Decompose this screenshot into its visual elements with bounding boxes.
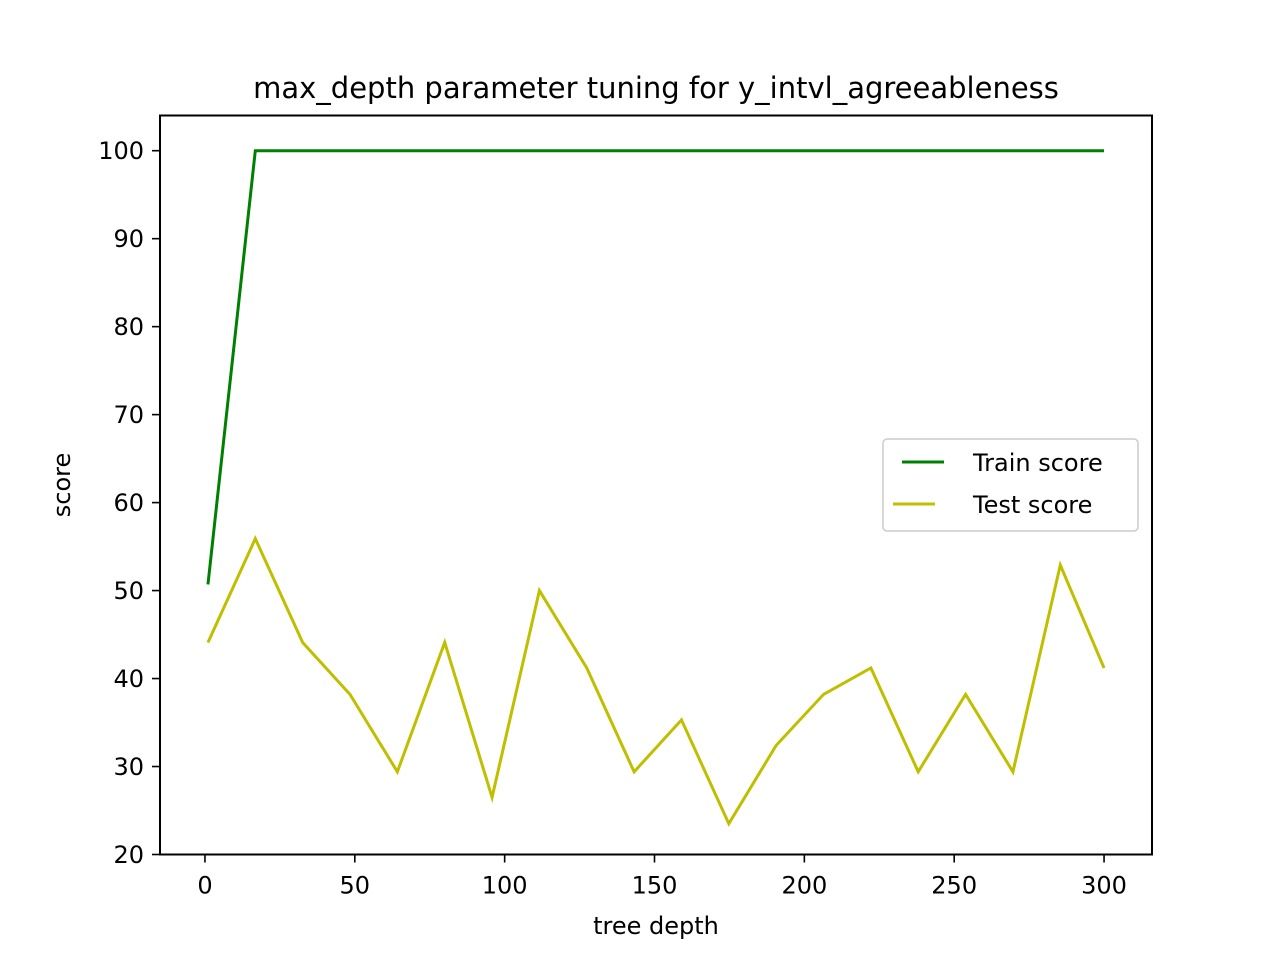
y-tick-label: 70 [113, 401, 144, 429]
series-line-test-score [206, 535, 1106, 827]
x-tick-label: 100 [482, 872, 528, 900]
y-tick-label: 30 [113, 753, 144, 781]
y-tick-label: 20 [113, 841, 144, 869]
legend-frame [882, 438, 1139, 532]
y-axis-label: score [48, 453, 76, 518]
y-tick-label: 50 [113, 577, 144, 605]
x-tick-label: 300 [1081, 872, 1127, 900]
y-tick-label: 40 [113, 665, 144, 693]
x-tick-label: 50 [340, 872, 371, 900]
legend-label-train-score: Train score [972, 449, 1103, 477]
legend: Train score Test score [882, 438, 1139, 532]
legend-label-test-score: Test score [972, 491, 1092, 519]
y-tick-label: 90 [113, 225, 144, 253]
x-axis-label: tree depth [593, 912, 719, 940]
chart-title: max_depth parameter tuning for y_intvl_a… [253, 71, 1059, 105]
y-tick-label: 60 [113, 489, 144, 517]
x-axis-ticks: 0 50 100 150 200 250 300 [197, 854, 1127, 900]
y-axis-ticks: 20 30 40 50 60 70 80 90 100 [98, 137, 160, 869]
series-line-train-score [206, 149, 1105, 585]
x-tick-label: 250 [931, 872, 977, 900]
y-tick-label: 100 [98, 137, 144, 165]
series-layer [206, 149, 1106, 827]
x-tick-label: 200 [781, 872, 827, 900]
y-tick-label: 80 [113, 313, 144, 341]
x-tick-label: 150 [632, 872, 678, 900]
x-tick-label: 0 [197, 872, 212, 900]
